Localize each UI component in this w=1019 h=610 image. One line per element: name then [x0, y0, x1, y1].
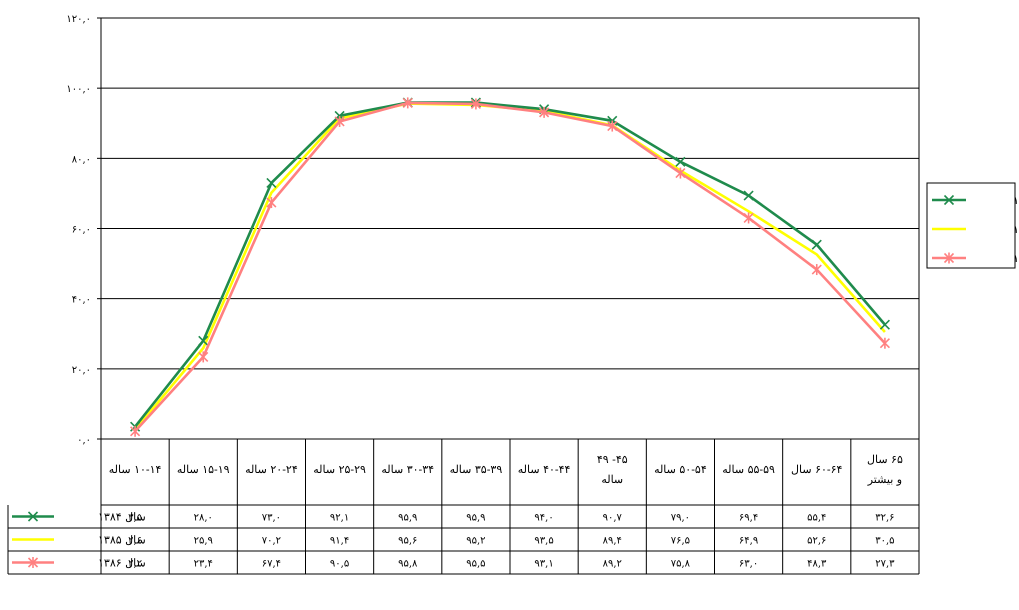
data-label: ۶۷,۴ — [262, 559, 281, 570]
data-label: ۹۲,۱ — [330, 513, 349, 524]
data-label: ۹۵,۶ — [398, 536, 417, 547]
x-category-label: ۲۵-۲۹ ساله — [313, 463, 366, 476]
data-label: ۷۶,۵ — [671, 536, 690, 547]
data-label: ۵۲,۶ — [807, 536, 826, 547]
legend — [926, 182, 1016, 269]
x-category-label: ۱۵-۱۹ ساله — [177, 463, 230, 476]
data-label: ۹۴,۰ — [534, 513, 553, 524]
data-label: ۶۹,۴ — [739, 513, 758, 524]
table-series-name: سال ۱۳۸۴ — [98, 511, 146, 524]
y-tick-label: ۱۲۰,۰ — [66, 14, 91, 25]
data-label: ۶۳,۰ — [739, 559, 758, 570]
data-label: ۹۰,۷ — [603, 513, 623, 524]
legend-label: سال ۱۳۸۴ — [1013, 194, 1019, 207]
series-line — [134, 101, 886, 428]
table-series-name: سال ۱۳۸۶ — [98, 557, 146, 570]
data-label: ۵۵,۴ — [807, 513, 826, 524]
x-marker — [943, 194, 955, 206]
data-label: ۹۵,۵ — [466, 559, 485, 570]
data-label: ۹۳,۵ — [534, 536, 553, 547]
data-label: ۷۰,۲ — [262, 536, 281, 547]
x-marker — [675, 156, 686, 167]
x-marker — [198, 335, 209, 346]
data-label: ۸۹,۲ — [603, 559, 622, 570]
data-label: ۷۹,۰ — [671, 513, 690, 524]
y-tick-label: ۶۰,۰ — [72, 225, 91, 236]
data-label: ۲۵,۹ — [194, 536, 213, 547]
x-category-label: ۵۰-۵۴ ساله — [654, 463, 707, 476]
y-tick-label: ۸۰,۰ — [72, 154, 91, 165]
data-label: ۸۹,۴ — [603, 536, 622, 547]
x-marker — [879, 319, 890, 330]
x-category-label: ۱۰-۱۴ ساله — [109, 463, 162, 476]
y-tick-label: ۰,۰ — [77, 435, 91, 446]
x-category-label: ۳۵-۳۹ ساله — [450, 463, 503, 476]
y-tick-label: ۴۰,۰ — [72, 295, 91, 306]
x-marker — [811, 239, 822, 250]
data-label: ۹۵,۸ — [398, 559, 418, 570]
x-category-label: ۴۰-۴۴ ساله — [518, 463, 571, 476]
data-label: ۹۵,۹ — [466, 513, 485, 524]
data-label: ۲۳,۴ — [194, 559, 213, 570]
series-line — [134, 101, 886, 433]
x-marker — [27, 511, 39, 522]
x-category-label: ۶۵ سال — [867, 453, 903, 466]
data-label: ۲,۶ — [128, 536, 142, 547]
series-line — [134, 102, 886, 431]
data-label: ۲۸,۰ — [194, 513, 213, 524]
x-category-label: ساله — [601, 473, 623, 486]
x-category-label: ۲۰-۲۴ ساله — [245, 463, 298, 476]
data-label: ۳۲,۶ — [875, 513, 894, 524]
data-label: ۹۱,۴ — [330, 536, 349, 547]
legend-label: سال ۱۳۸۵ — [1013, 223, 1019, 236]
series-2 — [130, 97, 890, 437]
y-tick-label: ۲۰,۰ — [72, 365, 91, 376]
data-label: ۹۳,۱ — [534, 559, 553, 570]
data-label: ۳,۵ — [128, 513, 142, 524]
data-label: ۶۴,۹ — [739, 536, 758, 547]
y-tick-label: ۱۰۰,۰ — [66, 84, 91, 95]
series-1 — [134, 102, 886, 431]
data-label: ۷۵,۸ — [671, 559, 691, 570]
legend-label: سال ۱۳۸۶ — [1013, 252, 1019, 265]
data-label: ۷۳,۰ — [262, 513, 281, 524]
table-series-name: سال ۱۳۸۵ — [98, 534, 146, 547]
x-marker — [743, 190, 754, 201]
x-category-label: ۳۰-۳۴ ساله — [381, 463, 434, 476]
x-category-label: و بیشتر — [867, 473, 902, 486]
data-label: ۹۵,۹ — [398, 513, 417, 524]
x-category-label: ۶۰-۶۴ سال — [791, 463, 843, 476]
data-label: ۹۵,۲ — [466, 536, 485, 547]
x-category-label: ۴۵- ۴۹ — [597, 453, 628, 466]
data-label: ۲۷,۳ — [875, 559, 895, 570]
data-label: ۴۸,۳ — [807, 559, 827, 570]
data-label: ۹۰,۵ — [330, 559, 349, 570]
data-label: ۳۰,۵ — [875, 536, 894, 547]
x-marker — [266, 177, 277, 188]
data-label: ۲,۲ — [128, 559, 142, 570]
x-category-label: ۵۵-۵۹ ساله — [722, 463, 775, 476]
